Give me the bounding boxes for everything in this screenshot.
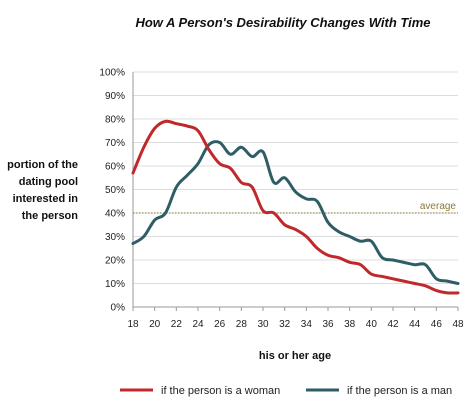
series-woman-line: [131, 119, 460, 295]
y-axis-label-line: portion of the: [7, 159, 78, 171]
x-tick-label: 48: [452, 319, 464, 330]
legend-item-man: if the person is a man: [306, 385, 452, 397]
x-tick-label: 24: [192, 319, 204, 330]
y-tick-label: 70%: [105, 138, 125, 149]
y-axis-label-line: the person: [22, 210, 79, 222]
y-axis-label-line: dating pool: [19, 176, 78, 188]
x-tick-label: 22: [171, 319, 183, 330]
legend: if the person is a woman if the person is…: [120, 385, 452, 397]
y-tick-label: 50%: [105, 185, 125, 196]
x-tick-label: 30: [257, 319, 269, 330]
y-tick-label: 0%: [111, 303, 126, 314]
y-tick-label: 20%: [105, 256, 125, 267]
average-label: average: [420, 201, 457, 212]
x-tick-label: 42: [387, 319, 399, 330]
x-tick-label: 36: [322, 319, 334, 330]
legend-label: if the person is a man: [347, 385, 452, 397]
y-tick-label: 60%: [105, 162, 125, 173]
x-tick-label: 40: [366, 319, 378, 330]
y-axis-label: portion of the dating pool interested in th…: [7, 159, 78, 222]
y-tick-labels: 0% 10% 20% 30% 40% 50% 60% 70% 80% 90% 100%: [99, 68, 125, 314]
y-tick-label: 40%: [105, 209, 125, 220]
x-tick-label: 20: [149, 319, 161, 330]
y-tick-label: 30%: [105, 232, 125, 243]
x-tick-label: 32: [279, 319, 291, 330]
x-tick-label: 38: [344, 319, 356, 330]
y-tick-label: 100%: [99, 68, 125, 79]
chart-title: How A Person's Desirability Changes With…: [135, 15, 430, 30]
legend-label: if the person is a woman: [161, 385, 280, 397]
axes: [132, 72, 458, 308]
x-tick-label: 28: [236, 319, 248, 330]
legend-item-woman: if the person is a woman: [120, 385, 280, 397]
y-tick-label: 10%: [105, 279, 125, 290]
y-tick-label: 90%: [105, 91, 125, 102]
average-reference: average: [133, 201, 458, 214]
series-lines: [131, 119, 460, 295]
grid: [133, 71, 458, 284]
x-tick-label: 34: [301, 319, 313, 330]
x-tick-label: 18: [127, 319, 139, 330]
x-tick-labels: 18 20 22 24 26 28 30 32 34 36 38 40 42 44 46 48: [127, 307, 464, 330]
y-axis-label-line: interested in: [13, 193, 79, 205]
y-tick-label: 80%: [105, 115, 125, 126]
x-tick-label: 26: [214, 319, 226, 330]
x-tick-label: 44: [409, 319, 421, 330]
series-man-line: [131, 140, 460, 285]
x-tick-label: 46: [431, 319, 443, 330]
x-axis-label: his or her age: [259, 350, 331, 362]
